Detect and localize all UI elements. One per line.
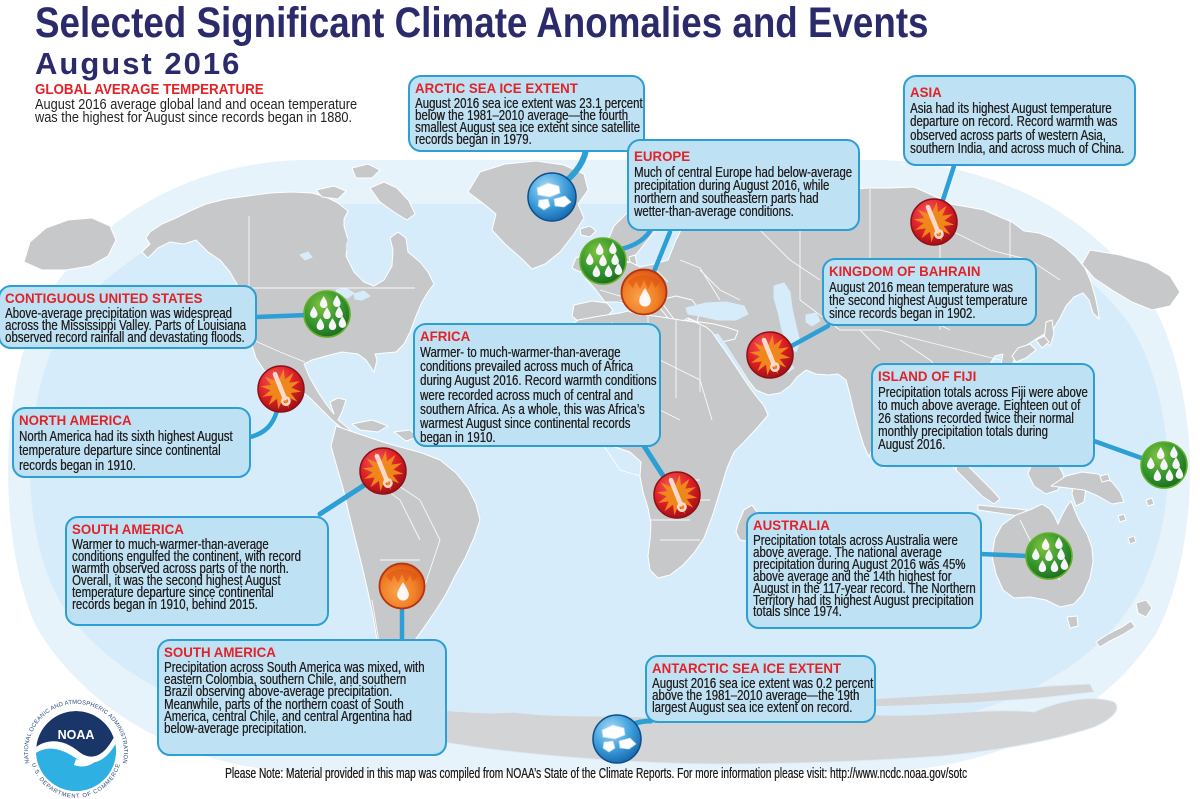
svg-text:NOAA: NOAA xyxy=(58,728,95,742)
